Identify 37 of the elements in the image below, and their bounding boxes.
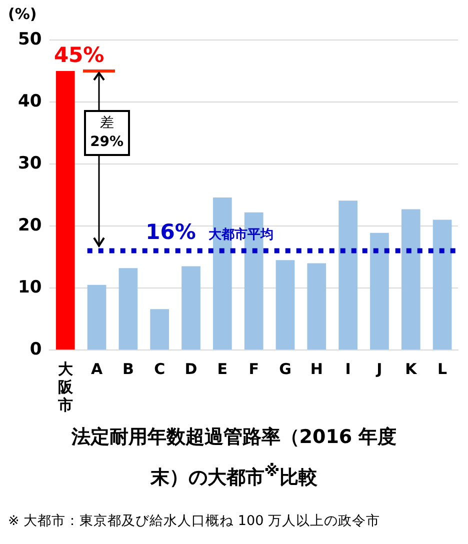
text: 法定耐用年数超過管路率（2016 年度末）の大都市$^{※}$比較 — [70, 425, 398, 490]
bar — [118, 268, 138, 350]
x-tick-label: G — [279, 360, 292, 378]
annotation: 差 29% — [84, 110, 130, 156]
bar — [338, 200, 358, 350]
x-tick-label: 大阪市 — [56, 360, 74, 414]
x-tick-label: C — [154, 360, 166, 378]
x-tick-label: D — [184, 360, 198, 378]
y-tick-label: 50 — [18, 29, 42, 50]
x-tick-label: A — [90, 360, 103, 378]
y-tick-label: 20 — [18, 215, 42, 236]
x-tick-label: H — [310, 360, 323, 378]
bar — [182, 266, 200, 350]
bar — [370, 232, 389, 350]
y-axis-title: (%) — [8, 5, 37, 23]
bar — [276, 260, 295, 350]
bar — [307, 263, 326, 350]
y-tick-label: 10 — [18, 277, 42, 298]
bar — [432, 220, 452, 350]
x-tick-label: B — [122, 360, 134, 378]
x-tick-label: L — [438, 360, 448, 378]
x-tick-label: F — [248, 360, 259, 378]
data-label: 45% — [54, 42, 104, 67]
x-tick-label: I — [345, 360, 351, 378]
bar — [401, 209, 420, 350]
ref-line-label: 大都市平均 — [208, 226, 274, 243]
bar — [150, 309, 170, 350]
text: ※ 大都市：東京都及び給水人口概ね 100 万人以上の政令市 — [8, 512, 380, 530]
x-tick-label: K — [405, 360, 418, 378]
annotation: 16% — [146, 220, 196, 244]
x-tick-label: E — [217, 360, 228, 378]
y-tick-label: 0 — [30, 339, 42, 360]
bar — [87, 284, 106, 350]
y-tick-label: 30 — [18, 153, 42, 174]
y-tick-label: 40 — [18, 91, 42, 112]
x-tick-label: J — [376, 360, 382, 378]
bar — [56, 71, 75, 350]
